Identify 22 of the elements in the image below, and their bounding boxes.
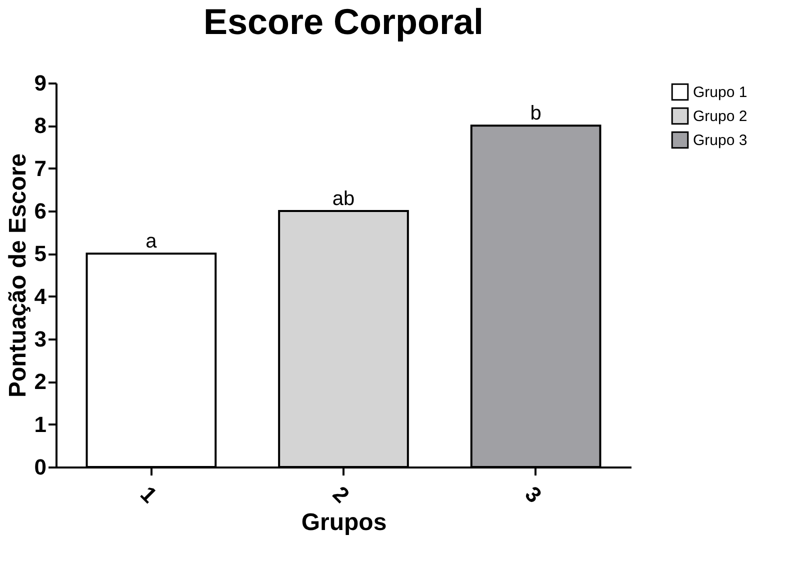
y-axis-title: Pontuação de Escore <box>4 153 32 398</box>
y-tick-label: 1 <box>34 412 46 437</box>
x-axis-title: Grupos <box>301 509 387 536</box>
y-tick-label: 8 <box>34 113 46 138</box>
x-tick-label: 2 <box>328 481 354 508</box>
y-tick-label: 6 <box>34 198 46 224</box>
chart-title: Escore Corporal <box>203 1 484 42</box>
y-tick-label: 0 <box>34 454 46 480</box>
y-tick-label: 4 <box>34 284 48 309</box>
annotation: ab <box>332 188 355 210</box>
y-tick-label: 7 <box>34 156 46 181</box>
x-tick-label: 1 <box>136 481 162 508</box>
legend-label: Grupo 3 <box>693 132 748 149</box>
y-tick-label: 9 <box>34 70 46 96</box>
y-tick-label: 2 <box>34 369 46 394</box>
legend-label: Grupo 1 <box>693 84 748 101</box>
legend-label: Grupo 2 <box>693 108 748 125</box>
x-tick-label: 3 <box>520 481 547 508</box>
annotation: a <box>146 230 158 253</box>
annotation: b <box>530 102 542 125</box>
y-tick-label: 3 <box>34 326 46 352</box>
y-tick-label: 5 <box>34 241 46 266</box>
